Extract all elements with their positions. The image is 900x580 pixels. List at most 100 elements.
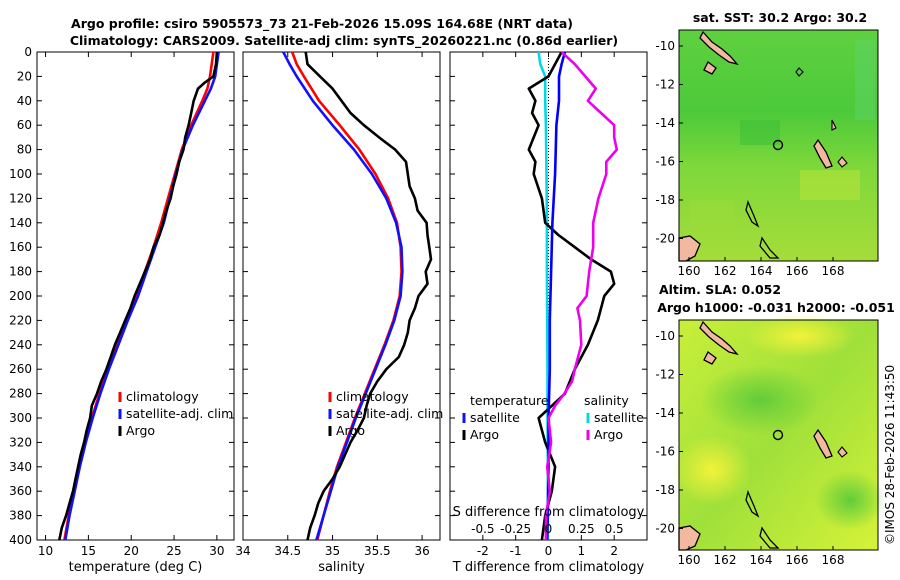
series-line-argo <box>58 51 219 541</box>
y-tick-label: 240 <box>9 338 32 352</box>
y-tick-label: 200 <box>9 289 32 303</box>
map-y-tick-label: -14 <box>655 406 675 420</box>
y-tick-label: 40 <box>17 94 32 108</box>
legend-label: climatology <box>126 389 199 404</box>
island-coast <box>759 236 780 259</box>
island-coast <box>745 489 760 518</box>
series-line-temperature-argo <box>527 51 616 541</box>
y-tick-label: 180 <box>9 265 32 279</box>
x-tick-label: 30 <box>209 544 224 558</box>
map-x-tick-label: 166 <box>786 264 809 278</box>
x-axis-label: salinity <box>318 560 365 575</box>
y-tick-label: 400 <box>9 533 32 547</box>
map2-title-line2: Argo h1000: -0.031 h2000: -0.051 <box>657 300 895 315</box>
legend-label: satellite-adj. clim <box>126 406 233 421</box>
island-coast <box>759 526 780 549</box>
sla-map <box>672 314 885 551</box>
map-x-tick-label: 162 <box>714 264 737 278</box>
imos-watermark: ©IMOS 28-Feb-2026 11:43:50 <box>883 365 897 545</box>
y-tick-label: 380 <box>9 509 32 523</box>
sla-low <box>700 365 820 435</box>
top-tick-label: 0.5 <box>605 522 624 536</box>
legend-title-temperature: temperature <box>470 393 549 408</box>
island-coast <box>703 351 717 365</box>
map-x-tick-label: 168 <box>822 264 845 278</box>
island-coast <box>831 119 837 131</box>
x-tick-label: -1 <box>510 544 522 558</box>
y-tick-label: 20 <box>17 69 32 83</box>
x-tick-label: 34 <box>235 544 250 558</box>
island-coast <box>703 61 717 75</box>
y-tick-label: 120 <box>9 191 32 205</box>
y-tick-label: 340 <box>9 460 32 474</box>
legend-label: Argo <box>594 427 623 442</box>
sst-patch <box>855 40 875 120</box>
legend-label: climatology <box>336 389 409 404</box>
series-line-salinity-argo <box>544 51 619 540</box>
map-y-tick-label: -12 <box>655 78 675 92</box>
map-x-tick-label: 162 <box>714 553 737 567</box>
legend-label: satellite <box>594 410 644 425</box>
y-tick-label: 80 <box>17 143 32 157</box>
series-line-satellite-adj-clim <box>64 51 220 541</box>
legend-label: Argo <box>126 423 155 438</box>
island-coast <box>699 30 739 66</box>
map-x-tick-label: 168 <box>822 553 845 567</box>
map-y-tick-label: -10 <box>655 329 675 343</box>
x-tick-label: 25 <box>166 544 181 558</box>
figure-title-line1: Argo profile: csiro 5905573_73 21-Feb-20… <box>71 16 573 32</box>
x-tick-label: 36 <box>414 544 429 558</box>
map1-title: sat. SST: 30.2 Argo: 30.2 <box>693 10 867 25</box>
x-axis-label: temperature (deg C) <box>69 560 203 575</box>
island-coast <box>699 320 739 356</box>
map-y-tick-label: -12 <box>655 368 675 382</box>
map-x-tick-label: 160 <box>678 264 701 278</box>
top-axis-label: S difference from climatology <box>453 505 645 520</box>
legend-label: Argo <box>336 423 365 438</box>
top-tick-label: -0.5 <box>471 522 494 536</box>
sla-map-ticks: 160 162 164 166 168 -10 -12 -14 -16 -18 -20 <box>655 329 844 567</box>
sst-patch <box>690 200 735 240</box>
sla-map-frame <box>678 319 879 551</box>
x-tick-label: 35 <box>325 544 340 558</box>
island-coast <box>813 138 833 169</box>
island-coast <box>837 156 848 168</box>
map-y-tick-label: -18 <box>655 193 675 207</box>
top-tick-label: 0 <box>545 522 553 536</box>
legend-title-salinity: salinity <box>584 393 629 408</box>
y-tick-label: 0 <box>24 45 32 59</box>
map2-title-line1: Altim. SLA: 0.052 <box>659 282 781 297</box>
sst-map <box>678 29 879 262</box>
sla-high <box>672 435 752 505</box>
x-tick-label: 15 <box>81 544 96 558</box>
x-tick-label: 2 <box>610 544 618 558</box>
map-y-tick-label: -20 <box>655 522 675 536</box>
x-tick-label: 10 <box>38 544 53 558</box>
island-coast <box>837 446 848 458</box>
difference-panel: -2 -1 0 1 2 T difference from climatology S di… <box>449 51 648 575</box>
legend-label: Argo <box>470 427 499 442</box>
plot-frame <box>242 51 441 541</box>
sst-patch <box>740 120 780 145</box>
y-tick-label: 360 <box>9 484 32 498</box>
island-coast <box>795 67 804 77</box>
argo-location-marker <box>772 429 784 441</box>
top-tick-label: -0.25 <box>500 522 531 536</box>
map-x-tick-label: 164 <box>750 264 773 278</box>
map-y-tick-label: -16 <box>655 445 675 459</box>
x-tick-label: 34.5 <box>274 544 301 558</box>
sst-map-frame <box>678 29 879 262</box>
island-coast <box>813 428 833 459</box>
map-y-tick-label: -16 <box>655 155 675 169</box>
sla-low <box>815 470 885 530</box>
y-tick-label: 60 <box>17 118 32 132</box>
map-x-tick-label: 164 <box>750 553 773 567</box>
y-tick-label: 320 <box>9 435 32 449</box>
y-tick-label: 100 <box>9 167 32 181</box>
y-tick-label: 140 <box>9 216 32 230</box>
map-x-tick-label: 166 <box>786 553 809 567</box>
sst-map-ticks: 160 162 164 166 168 -10 -12 -14 -16 -18 -20 <box>655 39 844 278</box>
figure-title-line2: Climatology: CARS2009. Satellite-adj cli… <box>70 33 618 49</box>
x-tick-label: 1 <box>578 544 586 558</box>
